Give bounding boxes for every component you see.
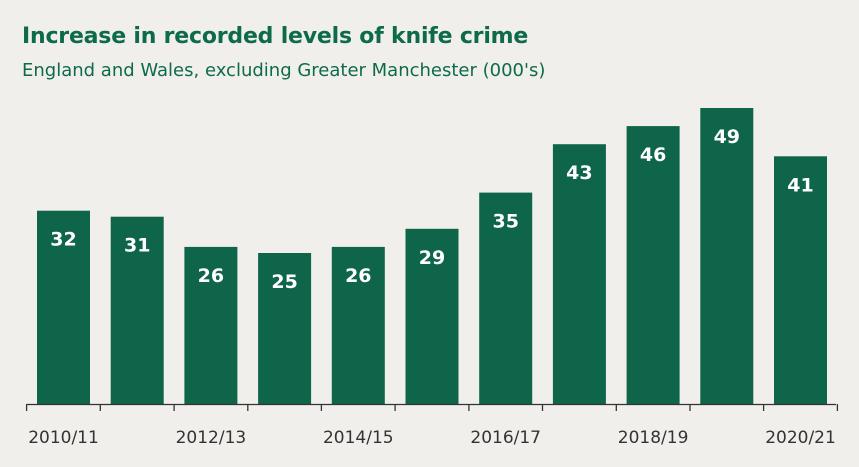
bar-value-label: 41 (787, 174, 813, 196)
bar-value-label: 26 (345, 265, 371, 287)
bar-2013/14 (258, 253, 312, 404)
x-tick-label: 2018/19 (618, 428, 689, 448)
bar-2015/16 (405, 228, 459, 404)
bar-value-label: 31 (124, 235, 150, 257)
bar-value-label: 35 (492, 211, 518, 233)
bar-2016/17 (479, 192, 533, 404)
bar-2019/20 (700, 108, 754, 404)
x-tick-label: 2010/11 (28, 428, 99, 448)
x-tick-label: 2016/17 (470, 428, 541, 448)
bar-value-label: 29 (419, 247, 445, 269)
bar-2020/21 (774, 156, 827, 404)
bar-value-label: 46 (640, 144, 666, 166)
bar-2017/18 (552, 144, 606, 404)
chart-title: Increase in recorded levels of knife cri… (22, 24, 529, 49)
bar-value-label: 43 (566, 162, 592, 184)
x-tick-label: 2012/13 (176, 428, 247, 448)
chart-subtitle: England and Wales, excluding Greater Man… (22, 60, 546, 81)
x-tick-label: 2014/15 (323, 428, 394, 448)
bar-value-label: 32 (50, 229, 76, 251)
bar-2012/13 (184, 246, 238, 404)
x-tick-label: 2020/21 (765, 428, 836, 448)
bar-2018/19 (626, 126, 680, 404)
bar-value-label: 25 (271, 271, 297, 293)
bar-2011/12 (110, 216, 164, 404)
bar-value-label: 49 (714, 126, 740, 148)
bar-2014/15 (331, 246, 385, 404)
bar-value-label: 26 (198, 265, 224, 287)
bar-2010/11 (37, 210, 90, 404)
